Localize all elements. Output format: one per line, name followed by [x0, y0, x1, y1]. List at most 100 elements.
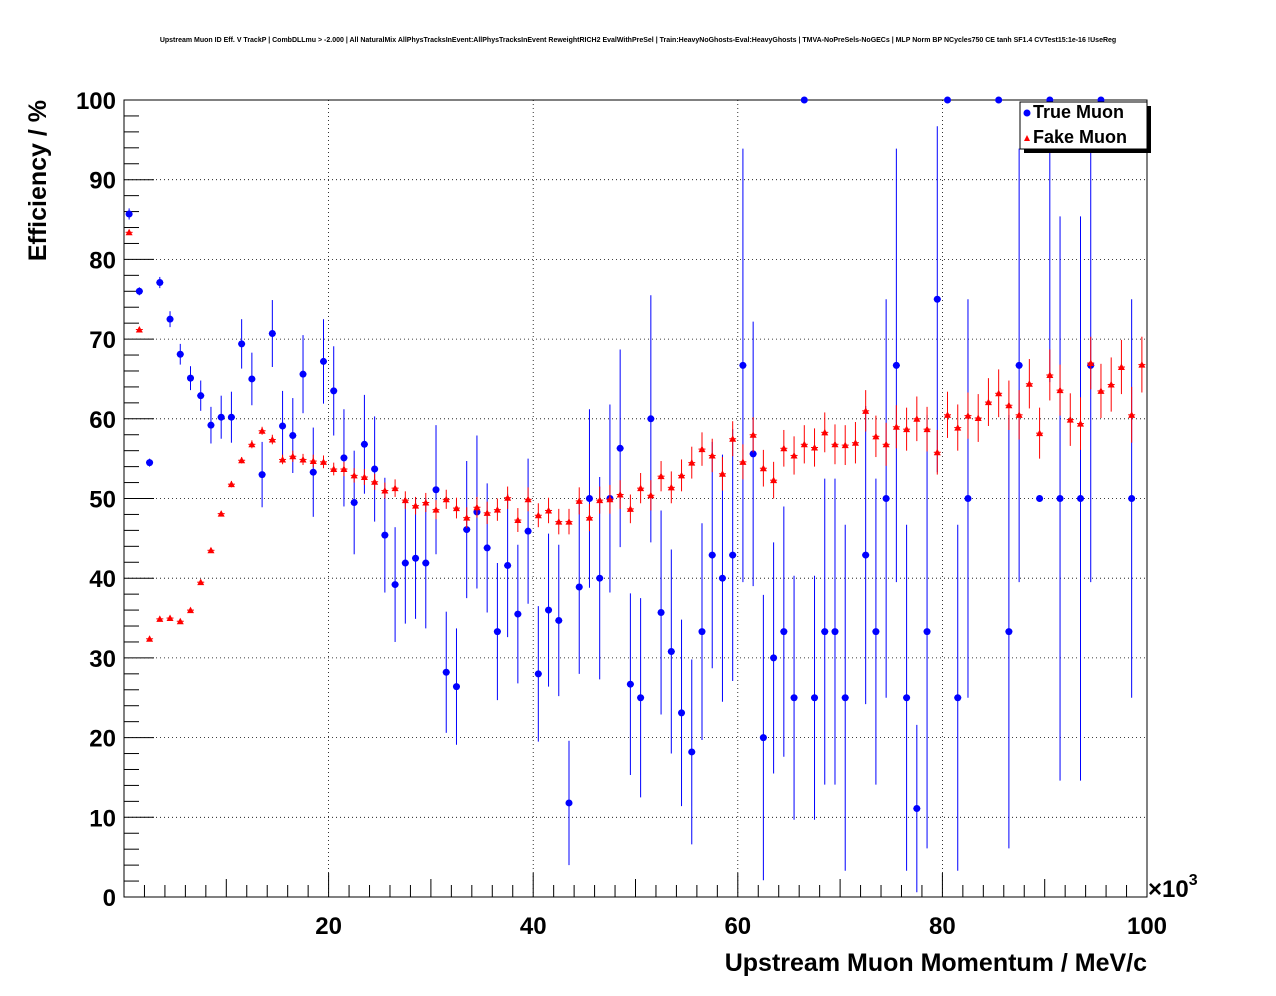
legend-label-true-muon: True Muon	[1033, 102, 1124, 122]
x-tick-label: 100	[1127, 913, 1167, 940]
data-point	[913, 805, 921, 813]
legend: True Muon Fake Muon	[1019, 101, 1151, 153]
data-point	[207, 546, 215, 554]
data-point	[504, 494, 512, 501]
data-point	[667, 483, 675, 491]
data-point	[217, 510, 225, 517]
data-point	[933, 448, 941, 456]
data-point	[882, 440, 890, 448]
data-point	[637, 484, 645, 492]
data-point	[289, 452, 297, 460]
y-tick-label: 40	[89, 566, 116, 593]
data-point	[238, 340, 246, 348]
x-tick-label: 60	[724, 913, 751, 940]
data-point	[944, 96, 952, 104]
data-point	[442, 668, 450, 676]
data-point	[340, 454, 348, 462]
data-point	[954, 424, 962, 431]
data-point	[135, 287, 143, 295]
data-point	[698, 445, 706, 453]
data-point	[616, 491, 624, 498]
data-point	[483, 509, 491, 516]
data-point	[585, 514, 593, 521]
data-point	[463, 526, 471, 534]
data-point	[176, 350, 184, 358]
data-point	[1005, 401, 1013, 409]
data-point	[514, 610, 522, 618]
data-point	[371, 478, 379, 485]
y-tick-label: 20	[89, 726, 116, 753]
data-point	[227, 480, 235, 488]
data-point	[340, 465, 348, 473]
data-point	[585, 495, 593, 502]
data-point	[258, 471, 266, 479]
data-point	[422, 498, 430, 506]
x-tick-label: 40	[520, 913, 547, 940]
data-point	[841, 694, 849, 702]
data-point	[555, 518, 563, 525]
data-point	[749, 431, 757, 438]
data-point	[892, 423, 900, 430]
x-multiplier-base: ×10	[1148, 876, 1189, 903]
data-point	[626, 505, 634, 512]
data-point	[309, 468, 317, 476]
data-point	[166, 614, 174, 622]
data-point	[811, 443, 819, 451]
data-point	[831, 440, 839, 448]
data-point	[974, 414, 982, 422]
y-tick-label: 90	[89, 168, 116, 195]
data-point	[1097, 387, 1105, 394]
data-point	[770, 654, 778, 662]
data-point	[729, 435, 737, 442]
data-point	[135, 326, 143, 333]
data-point	[637, 694, 645, 702]
y-tick-label: 30	[89, 646, 116, 673]
data-point	[268, 436, 276, 443]
data-point	[1036, 495, 1044, 502]
data-point	[811, 694, 819, 702]
legend-box	[1019, 101, 1148, 150]
data-point	[984, 398, 992, 406]
data-point	[678, 709, 686, 717]
data-point	[238, 456, 246, 464]
data-point	[176, 617, 184, 625]
data-point	[1077, 495, 1085, 502]
data-point	[616, 444, 624, 452]
chart-title: Upstream Muon ID Eff. V TrackP | CombDLL…	[160, 37, 1116, 44]
data-point	[207, 421, 215, 429]
data-point	[452, 504, 460, 512]
data-point	[146, 635, 154, 642]
data-point	[524, 527, 532, 535]
data-point	[1056, 386, 1064, 394]
data-point	[851, 439, 859, 446]
data-point	[279, 422, 287, 430]
data-point	[514, 516, 522, 524]
data-point	[770, 476, 778, 484]
data-point	[1128, 411, 1136, 418]
data-point	[350, 471, 358, 479]
data-point	[1107, 381, 1115, 388]
data-point	[739, 458, 747, 465]
x-multiplier: ×103	[1148, 872, 1198, 903]
data-point	[903, 425, 911, 433]
data-point	[360, 440, 368, 448]
data-point	[483, 544, 491, 552]
data-point	[1025, 380, 1033, 387]
data-point	[954, 694, 962, 702]
data-point	[606, 495, 614, 503]
data-point	[964, 412, 972, 419]
data-point	[729, 551, 737, 559]
axis-ticks: 20 40 60 80 100 0 10 20 30 40 50 60 70 80 90 100	[76, 88, 1167, 940]
y-tick-label: 60	[89, 407, 116, 434]
data-point	[903, 694, 911, 702]
data-point	[667, 648, 675, 656]
data-point	[186, 374, 194, 382]
series-true-muon	[125, 96, 1136, 893]
data-point	[1005, 628, 1013, 636]
data-point	[790, 451, 798, 459]
data-point	[657, 608, 665, 616]
x-tick-label: 20	[315, 913, 342, 940]
data-point	[473, 503, 481, 511]
data-point	[401, 559, 409, 567]
